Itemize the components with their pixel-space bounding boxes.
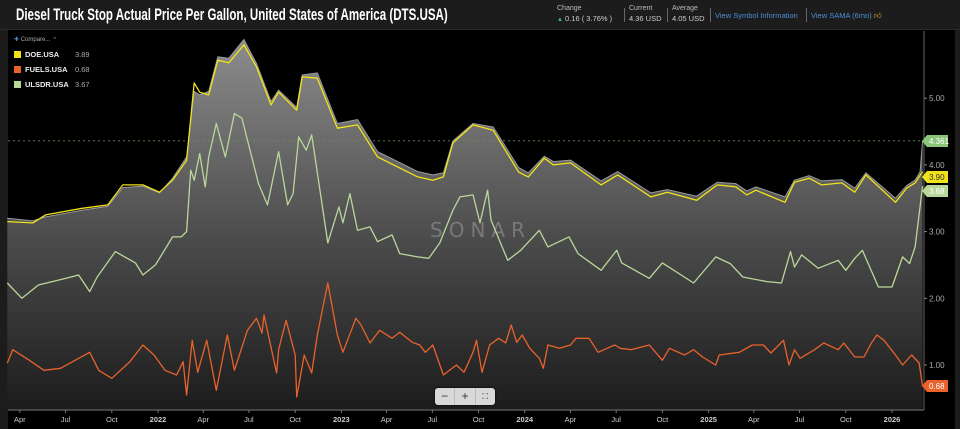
plus-icon: ✚ <box>14 37 20 43</box>
zoom-in-button[interactable]: + <box>455 388 476 405</box>
x-tick-label: Oct <box>473 415 486 424</box>
thumbs-up-icon: 👍︎ <box>873 11 882 20</box>
change-value: 0.16 ( 3.76% ) <box>565 14 613 23</box>
y-tick-label: 3.00 <box>929 228 945 237</box>
x-tick-label: Jul <box>244 415 254 424</box>
arrow-up-icon: ▲ <box>557 17 563 23</box>
chevron-up-icon: ^ <box>53 37 57 43</box>
end-label-tag <box>922 135 948 147</box>
legend-name: ULSDR.USA <box>25 80 69 89</box>
end-label-dts-usa: 4.361 <box>922 135 950 147</box>
x-tick-label: Apr <box>381 415 393 424</box>
x-tick-label: 2025 <box>700 415 717 424</box>
left-border <box>0 30 8 429</box>
y-tick-label: 4.00 <box>929 161 945 170</box>
legend-swatch <box>14 51 21 58</box>
x-tick-label: Apr <box>565 415 577 424</box>
legend-swatch <box>14 81 21 88</box>
legend: ✚ Compare... ^ DOE.USA 3.89 FUELS.USA 0.68 … <box>14 36 90 92</box>
page-title: Diesel Truck Stop Actual Price Per Gallo… <box>16 6 448 24</box>
x-tick-label: Oct <box>289 415 302 424</box>
x-tick-label: 2022 <box>150 415 167 424</box>
header-bar: Diesel Truck Stop Actual Price Per Gallo… <box>0 0 960 30</box>
legend-item-ulsdr[interactable]: ULSDR.USA 3.67 <box>14 77 90 92</box>
current-stat: Current 4.36 USD <box>629 4 662 24</box>
series-line-fuels-usa <box>6 282 924 398</box>
series-line-ulsdr-usa <box>6 112 924 299</box>
x-tick-label: Jul <box>611 415 621 424</box>
legend-value: 0.68 <box>75 65 90 74</box>
x-tick-label: Jul <box>795 415 805 424</box>
series-line-doe-usa <box>7 44 924 224</box>
zoom-out-button[interactable]: − <box>435 388 456 405</box>
view-sama-link[interactable]: View SAMA (6mo) 👍︎ <box>811 11 882 21</box>
fullscreen-button[interactable]: ⛶ <box>482 392 489 401</box>
x-tick-label: Oct <box>106 415 119 424</box>
divider <box>806 8 807 22</box>
legend-item-fuels[interactable]: FUELS.USA 0.68 <box>14 62 90 77</box>
end-label-fuels-usa: 0.68 <box>922 380 948 392</box>
average-value: 4.05 USD <box>672 14 705 23</box>
zoom-controls: − + ⛶ <box>435 388 495 405</box>
x-tick-label: Apr <box>197 415 209 424</box>
legend-swatch <box>14 66 21 73</box>
view-symbol-information-link[interactable]: View Symbol Information <box>715 11 798 20</box>
x-tick-label: Jul <box>61 415 71 424</box>
compare-label: Compare... <box>20 37 51 43</box>
change-stat: Change ▲ 0.16 ( 3.76% ) <box>557 4 612 25</box>
y-tick-label: 5.00 <box>929 94 945 103</box>
end-label-value: 3.90 <box>929 173 945 182</box>
end-label-tag <box>922 380 948 392</box>
change-label: Change <box>557 5 582 12</box>
legend-item-doe[interactable]: DOE.USA 3.89 <box>14 47 90 62</box>
x-tick-label: 2023 <box>333 415 350 424</box>
x-tick-label: Apr <box>748 415 760 424</box>
x-tick-label: Jul <box>428 415 438 424</box>
average-stat: Average 4.05 USD <box>672 4 705 24</box>
right-border <box>955 30 960 429</box>
legend-name: FUELS.USA <box>25 65 68 74</box>
current-value: 4.36 USD <box>629 14 662 23</box>
legend-value: 3.89 <box>75 50 90 59</box>
dts-area <box>7 39 923 410</box>
end-label-tag <box>922 185 948 197</box>
end-label-ulsdr-usa: 3.68 <box>922 185 948 197</box>
end-label-value: 0.68 <box>929 382 945 391</box>
end-label-value: 4.361 <box>929 137 950 146</box>
end-label-doe-usa: 3.90 <box>922 171 948 183</box>
legend-name: DOE.USA <box>25 50 60 59</box>
divider <box>624 8 625 22</box>
divider <box>710 8 711 22</box>
view-sama-label: View SAMA (6mo) <box>811 11 872 20</box>
current-label: Current <box>629 5 653 12</box>
x-tick-label: Oct <box>840 415 853 424</box>
sonar-watermark: SONAR <box>430 218 531 242</box>
x-tick-label: 2026 <box>884 415 901 424</box>
average-label: Average <box>672 5 698 12</box>
compare-button[interactable]: ✚ Compare... ^ <box>14 36 90 43</box>
legend-value: 3.67 <box>75 80 90 89</box>
y-tick-label: 2.00 <box>929 294 945 303</box>
end-label-value: 3.68 <box>929 187 945 196</box>
divider <box>667 8 668 22</box>
y-tick-label: 1.00 <box>929 361 945 370</box>
x-tick-label: Apr <box>14 415 26 424</box>
end-label-tag <box>922 171 948 183</box>
x-tick-label: Oct <box>657 415 670 424</box>
x-tick-label: 2024 <box>516 415 534 424</box>
